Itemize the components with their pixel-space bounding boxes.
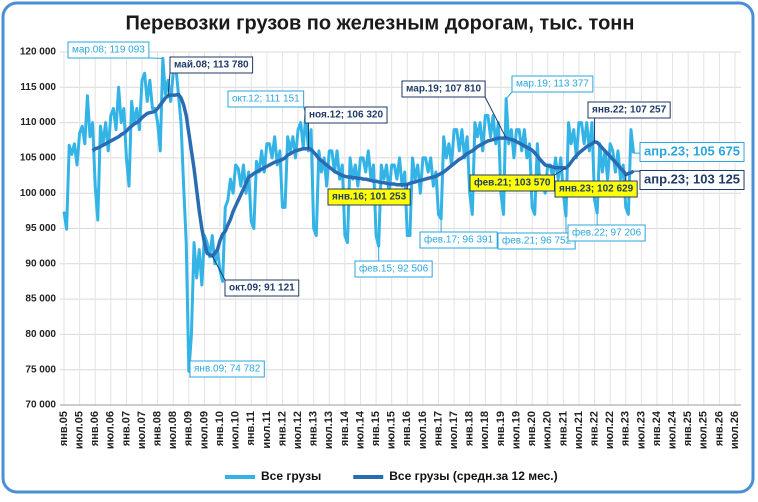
annotation: янв.09; 74 782 [194, 364, 261, 375]
x-tick-label: янв.08 [152, 411, 164, 446]
x-tick-label: янв.25 [682, 411, 694, 446]
x-tick-label: июл.25 [698, 411, 710, 449]
legend-label: Все грузы [261, 469, 321, 483]
y-tick-label: 75 000 [25, 364, 56, 375]
x-tick-label: июл.10 [230, 411, 242, 449]
x-tick-label: июл.17 [448, 411, 460, 449]
annotation: мар.08; 119 093 [72, 45, 145, 56]
y-tick-label: 100 000 [20, 188, 57, 199]
x-tick-label: янв.14 [339, 410, 351, 446]
annotation: фев.21; 103 570 [474, 177, 551, 189]
annotation: окт.12; 111 151 [232, 94, 300, 105]
annotation: мар.19; 107 810 [406, 84, 482, 95]
x-tick-label: июл.06 [105, 411, 117, 449]
annotation: мар.19; 113 377 [516, 79, 589, 90]
x-tick-label: янв.17 [432, 411, 444, 446]
x-tick-label: июл.18 [479, 411, 491, 449]
x-tick-label: июл.13 [323, 411, 335, 449]
annotation: янв.16; 101 253 [332, 192, 407, 203]
x-tick-label: июл.08 [167, 411, 179, 449]
y-tick-label: 120 000 [20, 47, 57, 58]
x-tick-label: янв.19 [495, 411, 507, 446]
x-tick-label: июл.20 [542, 411, 554, 449]
annotation: апр.23; 105 675 [644, 143, 740, 158]
x-tick-label: янв.06 [89, 411, 101, 446]
x-tick-label: янв.21 [557, 411, 569, 446]
x-tick-label: июл.14 [354, 410, 366, 449]
x-tick-label: июл.05 [74, 411, 86, 449]
y-tick-label: 70 000 [25, 400, 56, 411]
x-tick-label: янв.23 [620, 411, 632, 446]
x-tick-label: июл.26 [729, 411, 741, 449]
annotation: окт.09; 91 121 [229, 283, 295, 294]
y-tick-label: 80 000 [25, 329, 56, 340]
x-tick-label: июл.24 [666, 410, 678, 449]
y-tick-label: 95 000 [25, 223, 56, 234]
x-tick-label: янв.12 [276, 411, 288, 446]
y-tick-label: 110 000 [20, 117, 56, 128]
annotation: апр.23; 103 125 [644, 171, 740, 186]
x-tick-label: июл.15 [386, 411, 398, 449]
annotation: май.08; 113 780 [174, 60, 249, 71]
annotation: фев.15; 92 506 [359, 263, 429, 275]
y-tick-label: 90 000 [25, 258, 56, 269]
x-tick-label: янв.13 [308, 411, 320, 446]
annotation: фев.17; 96 391 [424, 234, 494, 246]
annotation: фев.21; 96 752 [502, 235, 572, 247]
x-tick-label: янв.18 [464, 411, 476, 446]
x-tick-label: янв.15 [370, 411, 382, 446]
annotation: фев.22; 97 206 [572, 227, 642, 239]
x-tick-label: июл.22 [604, 411, 616, 449]
x-tick-label: янв.10 [214, 411, 226, 446]
y-tick-label: 115 000 [20, 82, 56, 93]
x-tick-label: июл.11 [261, 411, 273, 449]
x-tick-label: июл.16 [417, 411, 429, 449]
annotation: янв.23; 102 629 [559, 184, 634, 195]
annotation: ноя.12; 106 320 [309, 110, 383, 121]
x-tick-label: янв.26 [713, 411, 725, 446]
x-tick-label: июл.23 [635, 411, 647, 449]
x-tick-label: янв.16 [401, 411, 413, 446]
annotation: янв.22; 107 257 [592, 105, 667, 116]
x-tick-label: июл.12 [292, 411, 304, 449]
y-tick-label: 85 000 [25, 294, 56, 305]
x-tick-label: июл.09 [198, 411, 210, 449]
x-tick-label: июл.19 [510, 411, 522, 449]
x-tick-label: янв.07 [120, 411, 132, 446]
x-tick-label: янв.09 [183, 411, 195, 446]
y-tick-label: 105 000 [20, 153, 57, 164]
legend-label: Все грузы (средн.за 12 мес.) [389, 469, 557, 483]
x-tick-label: янв.05 [58, 411, 70, 446]
x-tick-label: янв.20 [526, 411, 538, 446]
x-tick-label: янв.22 [588, 411, 600, 446]
x-tick-label: июл.21 [573, 411, 585, 449]
chart-title: Перевозки грузов по железным дорогам, ты… [126, 12, 635, 34]
x-tick-label: янв.11 [245, 411, 257, 446]
x-tick-label: июл.07 [136, 411, 148, 449]
x-tick-label: янв.24 [651, 410, 663, 446]
